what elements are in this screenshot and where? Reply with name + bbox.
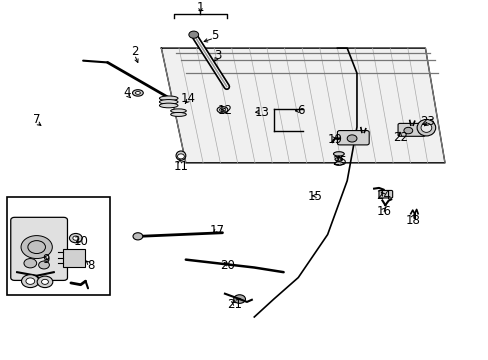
Ellipse shape	[159, 96, 178, 101]
Circle shape	[21, 235, 52, 258]
Text: 25: 25	[332, 154, 346, 167]
FancyBboxPatch shape	[378, 190, 392, 198]
Text: 18: 18	[405, 214, 420, 227]
Circle shape	[73, 236, 79, 240]
FancyBboxPatch shape	[11, 217, 67, 280]
Circle shape	[133, 233, 142, 240]
Text: 23: 23	[420, 115, 434, 128]
Ellipse shape	[159, 100, 178, 104]
Circle shape	[39, 261, 49, 269]
Text: 1: 1	[196, 1, 204, 14]
Text: 7: 7	[33, 113, 41, 126]
Text: 20: 20	[220, 258, 234, 271]
Ellipse shape	[334, 157, 342, 161]
Polygon shape	[161, 48, 444, 163]
Ellipse shape	[176, 151, 185, 160]
Text: 17: 17	[210, 224, 224, 238]
Bar	[62, 249, 84, 267]
Ellipse shape	[159, 103, 178, 108]
Text: 15: 15	[307, 190, 322, 203]
Ellipse shape	[170, 112, 186, 116]
Text: 3: 3	[213, 49, 221, 62]
Circle shape	[69, 233, 82, 243]
Text: 12: 12	[217, 104, 232, 117]
FancyBboxPatch shape	[397, 123, 425, 136]
Circle shape	[233, 295, 245, 303]
Ellipse shape	[135, 91, 140, 94]
Circle shape	[28, 240, 45, 253]
FancyBboxPatch shape	[337, 131, 368, 145]
Circle shape	[41, 279, 48, 284]
Text: 6: 6	[296, 104, 304, 117]
Ellipse shape	[420, 123, 431, 132]
Text: 16: 16	[376, 205, 390, 218]
Text: 10: 10	[73, 235, 88, 248]
Ellipse shape	[334, 162, 343, 165]
Ellipse shape	[217, 107, 227, 113]
Text: 14: 14	[181, 92, 195, 105]
Circle shape	[177, 154, 184, 159]
Ellipse shape	[132, 90, 143, 96]
Text: 2: 2	[130, 45, 138, 58]
Circle shape	[188, 31, 198, 38]
Ellipse shape	[219, 108, 225, 112]
Circle shape	[37, 276, 53, 288]
Circle shape	[26, 278, 35, 284]
Text: 5: 5	[211, 29, 219, 42]
Circle shape	[403, 127, 412, 134]
Ellipse shape	[170, 109, 186, 113]
Circle shape	[24, 258, 37, 268]
Text: 8: 8	[86, 258, 94, 271]
Circle shape	[346, 135, 356, 142]
Text: 11: 11	[173, 160, 188, 173]
Text: 19: 19	[327, 133, 342, 146]
Text: 9: 9	[42, 253, 50, 266]
Circle shape	[21, 275, 39, 288]
Text: 13: 13	[254, 106, 268, 119]
Text: 21: 21	[227, 298, 242, 311]
Bar	[7, 197, 110, 296]
Text: 4: 4	[123, 86, 131, 99]
Ellipse shape	[333, 152, 344, 156]
Ellipse shape	[416, 120, 435, 136]
Text: 22: 22	[393, 131, 407, 144]
Text: 24: 24	[376, 189, 390, 202]
